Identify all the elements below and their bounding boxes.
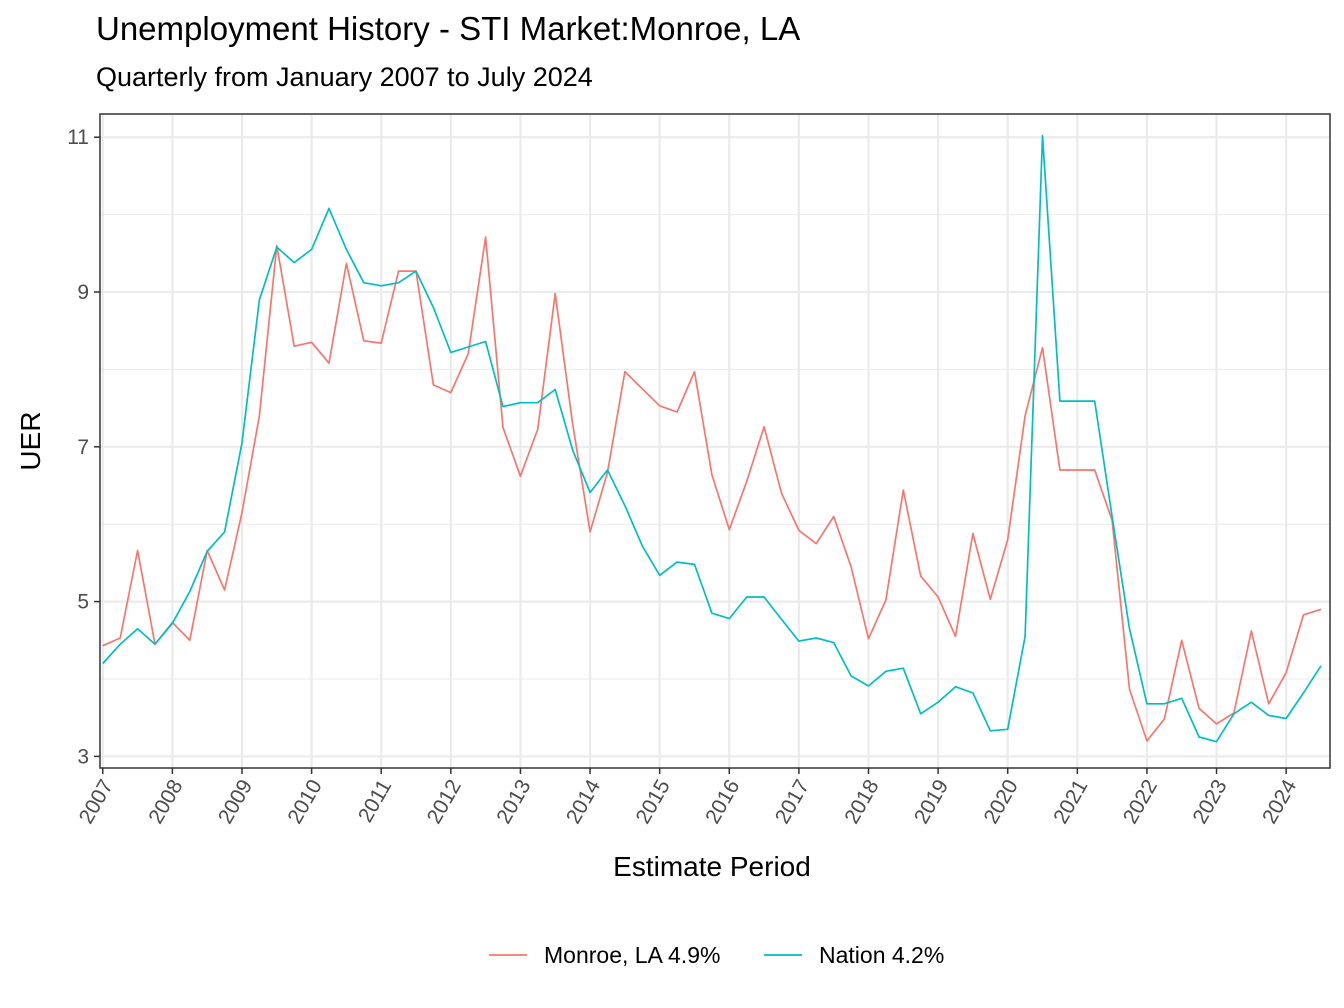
series-line-monroe	[102, 236, 1322, 742]
y-tick-label: 5	[77, 591, 89, 614]
x-tick-label: 2021	[1049, 776, 1092, 828]
x-tick-label: 2017	[771, 776, 814, 828]
x-tick-label: 2009	[214, 776, 257, 828]
x-tick-label: 2011	[354, 776, 397, 827]
y-tick-label: 3	[77, 745, 89, 768]
y-tick-label: 11	[67, 126, 89, 149]
x-tick-label: 2018	[840, 776, 883, 828]
plot-panel-border	[99, 113, 1331, 769]
x-tick-label: 2013	[492, 776, 535, 828]
chart-subtitle: Quarterly from January 2007 to July 2024	[96, 62, 593, 92]
axes: 3 5 7 9 11 2007 2008 2009 2010 2011 2012 2013 2014 20…	[67, 126, 1301, 828]
x-tick-label: 2015	[632, 776, 675, 828]
series-lines	[102, 134, 1322, 743]
x-axis-title: Estimate Period	[613, 851, 811, 882]
legend-label-nation: Nation 4.2%	[819, 942, 944, 968]
legend-label-monroe: Monroe, LA 4.9%	[544, 942, 720, 968]
grid-lines	[100, 114, 1330, 768]
x-tick-label: 2020	[980, 776, 1023, 828]
chart-title: Unemployment History - STI Market:Monroe…	[96, 10, 801, 47]
x-tick-label: 2007	[75, 776, 118, 828]
x-tick-label: 2014	[562, 775, 605, 827]
x-tick-label: 2023	[1188, 776, 1231, 828]
y-tick-label: 9	[77, 281, 89, 304]
x-tick-label: 2019	[910, 776, 953, 828]
y-axis-title: UER	[15, 411, 46, 470]
x-tick-label: 2008	[144, 776, 187, 828]
legend: Monroe, LA 4.9% Nation 4.2%	[489, 942, 944, 968]
x-tick-label: 2016	[701, 776, 744, 828]
x-tick-label: 2022	[1119, 776, 1162, 828]
y-tick-label: 7	[77, 436, 89, 459]
x-tick-label: 2012	[423, 776, 466, 828]
x-tick-label: 2024	[1258, 775, 1301, 827]
x-tick-label: 2010	[283, 776, 326, 828]
series-line-nation	[102, 134, 1322, 743]
